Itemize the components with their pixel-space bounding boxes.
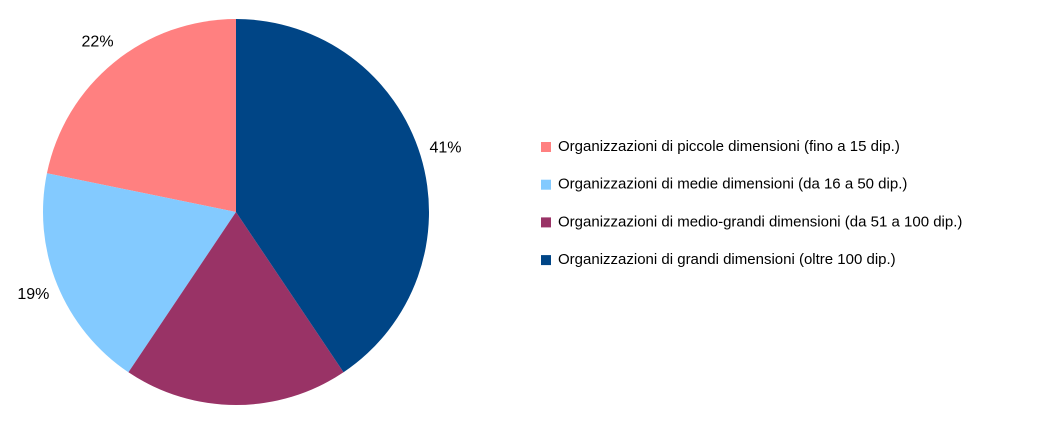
- pie-slice: [236, 19, 430, 373]
- data-label: 22%: [82, 34, 114, 51]
- legend-label: Organizzazioni di piccole dimensioni (fi…: [558, 138, 900, 155]
- legend-label: Organizzazioni di medie dimensioni (da 1…: [558, 176, 907, 193]
- legend-label: Organizzazioni di grandi dimensioni (olt…: [558, 251, 896, 268]
- legend-swatch: [541, 217, 551, 228]
- pie-slice: [42, 173, 236, 373]
- data-label: 41%: [429, 139, 461, 156]
- pie-slice: [46, 19, 236, 212]
- legend-swatch: [541, 255, 551, 266]
- pie-slice: [128, 212, 344, 405]
- legend-label: Organizzazioni di medio-grandi dimension…: [558, 213, 962, 230]
- legend-swatch: [541, 179, 551, 190]
- data-label: 19%: [17, 286, 49, 303]
- legend-swatch: [541, 142, 551, 152]
